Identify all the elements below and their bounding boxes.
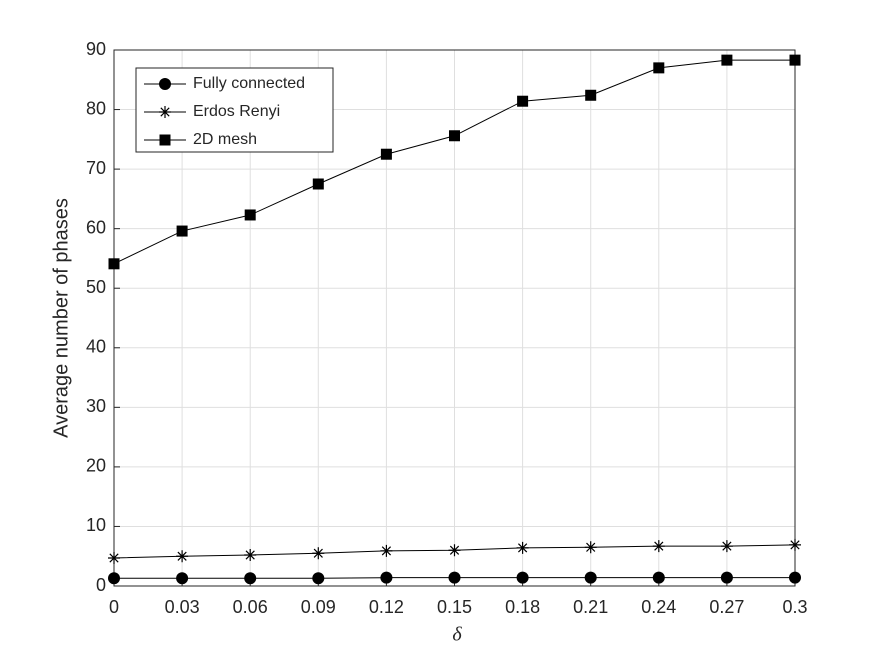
marker xyxy=(448,544,461,557)
y-axis-label: Average number of phases xyxy=(50,198,72,438)
y-tick-label: 50 xyxy=(86,277,106,297)
y-tick-label: 90 xyxy=(86,39,106,59)
marker xyxy=(721,54,733,66)
marker xyxy=(176,550,189,563)
marker xyxy=(652,571,665,584)
x-tick-label: 0.12 xyxy=(369,597,404,617)
marker xyxy=(312,178,324,190)
marker xyxy=(244,209,256,221)
x-tick-label: 0.24 xyxy=(641,597,676,617)
marker xyxy=(584,541,597,554)
marker xyxy=(789,571,801,584)
y-tick-label: 60 xyxy=(86,217,106,237)
marker xyxy=(720,540,733,553)
y-tick-label: 20 xyxy=(86,456,106,476)
marker xyxy=(380,571,393,584)
marker xyxy=(176,225,188,237)
x-tick-label: 0.03 xyxy=(165,597,200,617)
marker xyxy=(517,95,529,107)
marker xyxy=(380,544,393,557)
y-tick-label: 40 xyxy=(86,337,106,357)
marker xyxy=(312,547,325,560)
marker xyxy=(108,572,120,585)
x-axis-label: δ xyxy=(452,624,462,646)
legend-label: Fully connected xyxy=(193,75,305,92)
y-tick-label: 30 xyxy=(86,396,106,416)
marker xyxy=(312,572,325,585)
marker xyxy=(789,538,801,551)
marker xyxy=(516,541,529,554)
plot-frame xyxy=(113,49,796,587)
marker xyxy=(720,571,733,584)
x-tick-label: 0.21 xyxy=(573,597,608,617)
x-tick-label: 0.09 xyxy=(301,597,336,617)
marker xyxy=(584,571,597,584)
y-tick-label: 70 xyxy=(86,158,106,178)
legend-label: Erdos Renyi xyxy=(193,103,280,120)
marker xyxy=(448,571,461,584)
marker xyxy=(380,148,392,160)
x-tick-label: 0.27 xyxy=(709,597,744,617)
marker xyxy=(449,130,460,142)
marker xyxy=(244,572,257,585)
x-tick-label: 0.18 xyxy=(505,597,540,617)
marker xyxy=(653,62,665,74)
x-tick-label: 0 xyxy=(109,597,119,617)
marker xyxy=(244,549,257,562)
legend-label: 2D mesh xyxy=(193,131,257,148)
y-tick-label: 0 xyxy=(96,575,106,595)
marker xyxy=(652,540,665,553)
marker xyxy=(108,552,120,565)
marker xyxy=(176,572,189,585)
marker xyxy=(159,78,171,90)
x-tick-label: 0.3 xyxy=(782,597,807,617)
y-tick-label: 10 xyxy=(86,515,106,535)
marker xyxy=(159,106,171,118)
marker xyxy=(585,89,597,101)
x-tick-label: 0.06 xyxy=(233,597,268,617)
marker xyxy=(789,54,801,66)
x-tick-label: 0.15 xyxy=(437,597,472,617)
marker xyxy=(159,134,171,146)
marker xyxy=(108,258,120,270)
y-tick-label: 80 xyxy=(86,98,106,118)
marker xyxy=(516,571,529,584)
